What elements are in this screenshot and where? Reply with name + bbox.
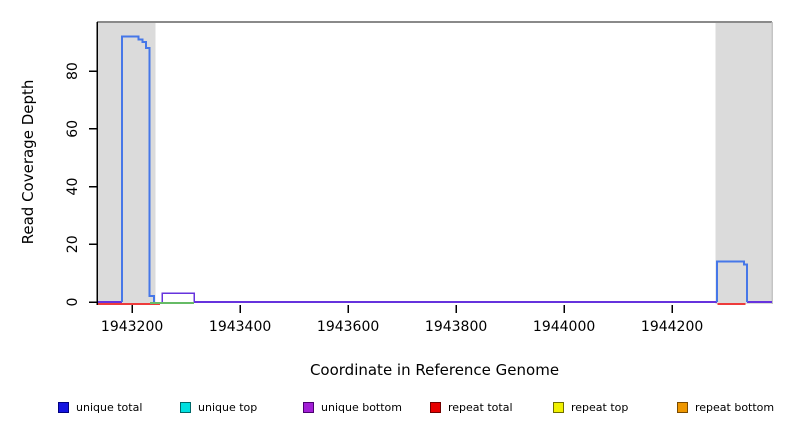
shaded-region	[97, 22, 156, 304]
legend-item-repeat-top: repeat top	[553, 401, 628, 414]
legend-swatch-unique-top	[180, 402, 191, 413]
legend-label: repeat bottom	[695, 401, 775, 414]
legend-item-repeat-total: repeat total	[430, 401, 513, 414]
y-tick-label: 80	[65, 62, 81, 80]
y-tick-label: 60	[65, 120, 81, 138]
legend: unique total unique top unique bottom repea…	[0, 401, 792, 421]
y-axis-label: Read Coverage Depth	[19, 79, 37, 245]
legend-swatch-repeat-top	[553, 402, 564, 413]
x-tick-label: 1943200	[101, 319, 163, 335]
legend-item-repeat-bottom: repeat bottom	[677, 401, 774, 414]
x-tick-label: 1943600	[317, 319, 379, 335]
x-tick-label: 1943800	[425, 319, 487, 335]
y-tick-label: 0	[65, 298, 81, 307]
legend-label: repeat top	[571, 401, 629, 414]
legend-item-unique-top: unique top	[180, 401, 257, 414]
y-tick-label: 20	[65, 235, 81, 253]
x-axis-label: Coordinate in Reference Genome	[309, 361, 560, 379]
series-unique-total	[120, 35, 156, 302]
legend-label: unique bottom	[321, 401, 403, 414]
legend-swatch-unique-total	[58, 402, 69, 413]
legend-swatch-repeat-total	[430, 402, 441, 413]
legend-label: unique top	[198, 401, 258, 414]
x-tick-label: 1944200	[641, 319, 703, 335]
x-tick-label: 1943400	[209, 319, 271, 335]
legend-item-unique-total: unique total	[58, 401, 142, 414]
shaded-region	[715, 22, 772, 304]
y-tick-label: 40	[65, 178, 81, 196]
series-unique-total	[715, 260, 749, 302]
series-unique-bottom	[161, 292, 195, 302]
legend-swatch-unique-bottom	[303, 402, 314, 413]
legend-label: unique total	[76, 401, 143, 414]
legend-label: repeat total	[448, 401, 513, 414]
legend-swatch-repeat-bottom	[677, 402, 688, 413]
legend-item-unique-bottom: unique bottom	[303, 401, 402, 414]
x-tick-label: 1944000	[533, 319, 595, 335]
